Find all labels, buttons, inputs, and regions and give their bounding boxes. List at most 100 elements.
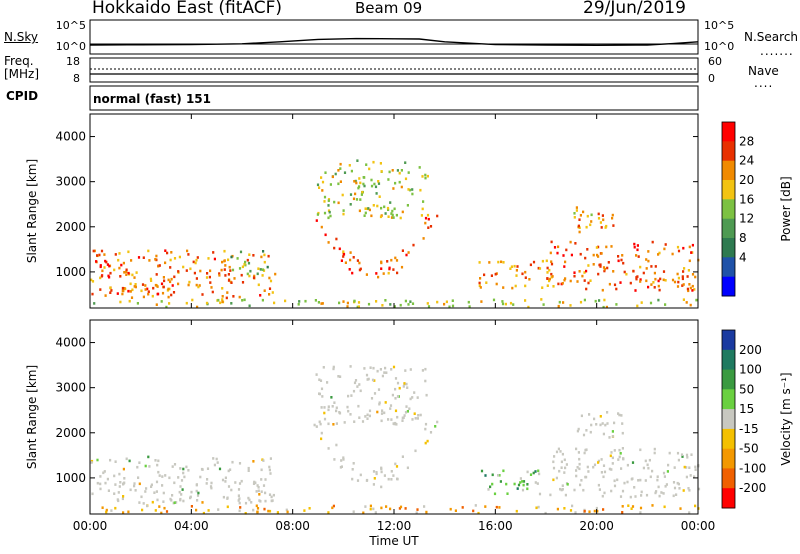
data-cell	[600, 471, 603, 474]
data-cell	[640, 490, 643, 494]
data-cell	[546, 271, 549, 274]
freq-tick-top: 18	[66, 55, 80, 68]
data-cell	[587, 470, 590, 473]
data-cell	[236, 257, 239, 260]
data-cell	[579, 300, 583, 304]
data-cell	[178, 490, 181, 494]
data-cell	[424, 176, 427, 180]
data-cell	[390, 368, 393, 371]
data-cell	[227, 279, 231, 282]
data-cell	[659, 277, 662, 281]
data-cell	[140, 495, 143, 499]
data-cell	[611, 430, 614, 433]
data-cell	[688, 283, 691, 286]
data-cell	[224, 480, 227, 483]
colorbar-tick-label: 4	[739, 250, 747, 264]
data-cell	[389, 407, 392, 410]
data-cell	[537, 469, 540, 473]
data-cell	[122, 511, 125, 514]
data-cell	[396, 271, 399, 275]
data-cell	[273, 301, 276, 305]
data-cell	[195, 258, 198, 262]
data-cell	[382, 272, 385, 275]
data-cell	[351, 468, 354, 471]
data-cell	[677, 458, 680, 462]
data-cell	[552, 478, 555, 482]
velocity-axes: 4000 3000 2000 1000 00:00 04:00 08:00 12:00 16:0…	[25, 319, 715, 548]
data-cell	[272, 493, 275, 497]
data-cell	[635, 276, 638, 279]
data-cell	[327, 408, 330, 412]
data-cell	[622, 261, 625, 265]
data-cell	[613, 421, 616, 425]
data-cell	[156, 498, 159, 502]
data-cell	[129, 282, 132, 286]
data-cell	[238, 295, 241, 299]
data-cell	[611, 216, 614, 220]
data-cell	[252, 460, 255, 463]
data-cell	[276, 511, 279, 514]
data-cell	[594, 299, 597, 303]
data-cell	[597, 217, 601, 220]
data-cell	[394, 462, 397, 466]
data-cell	[583, 298, 586, 302]
data-cell	[612, 224, 615, 227]
data-cell	[362, 182, 365, 186]
data-cell	[420, 214, 423, 217]
data-cell	[605, 245, 608, 249]
data-cell	[636, 248, 639, 252]
data-cell	[205, 276, 209, 279]
data-cell	[146, 287, 149, 291]
data-cell	[550, 240, 553, 244]
data-cell	[225, 296, 228, 300]
data-cell	[613, 479, 616, 483]
data-cell	[393, 207, 396, 211]
data-cell	[623, 270, 626, 274]
data-cell	[95, 260, 98, 263]
data-cell	[117, 258, 120, 262]
data-cell	[528, 278, 531, 281]
data-cell	[404, 177, 408, 181]
data-cell	[664, 279, 667, 282]
data-cell	[165, 305, 168, 309]
data-cell	[516, 487, 519, 490]
data-cell	[660, 491, 663, 494]
data-cell	[608, 436, 611, 439]
data-cell	[133, 276, 136, 279]
data-cell	[320, 387, 324, 391]
data-cell	[160, 300, 163, 303]
data-cell	[400, 185, 403, 189]
data-cell	[687, 487, 690, 490]
data-cell	[173, 463, 177, 466]
data-cell	[418, 166, 421, 169]
data-cell	[142, 295, 145, 299]
data-cell	[694, 465, 697, 469]
data-cell	[613, 484, 617, 488]
data-cell	[357, 404, 360, 408]
data-cell	[597, 461, 600, 464]
x-tick-label: 16:00	[478, 519, 513, 533]
data-cell	[403, 414, 406, 417]
data-cell	[497, 474, 500, 477]
data-cell	[436, 420, 439, 424]
data-cell	[683, 465, 686, 469]
data-cell	[600, 226, 603, 229]
y-tick-label: 2000	[55, 426, 86, 440]
data-cell	[561, 484, 564, 487]
data-cell	[164, 249, 167, 252]
data-cell	[608, 282, 611, 286]
data-cell	[407, 171, 410, 174]
data-cell	[323, 406, 326, 409]
freq-panel	[89, 57, 699, 83]
data-cell	[630, 507, 633, 510]
data-cell	[647, 466, 650, 470]
data-cell	[117, 499, 120, 503]
data-cell	[370, 184, 374, 188]
data-cell	[694, 504, 697, 508]
data-cell	[395, 213, 398, 217]
data-cell	[694, 468, 697, 471]
data-cell	[342, 250, 345, 253]
data-cell	[127, 289, 130, 293]
data-cell	[138, 461, 141, 464]
data-cell	[621, 505, 624, 508]
